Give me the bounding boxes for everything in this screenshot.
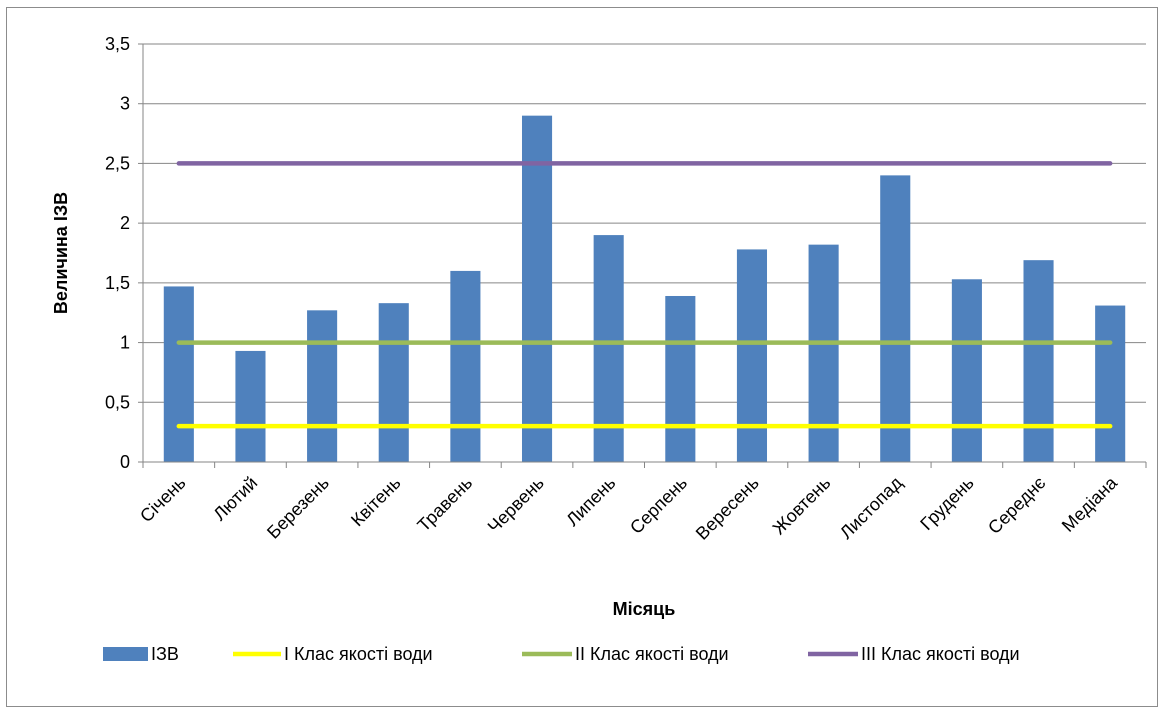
y-axis-title: Величина ІЗВ bbox=[51, 192, 71, 314]
legend-item: І Клас якості води bbox=[233, 644, 433, 664]
x-tick-label: Липень bbox=[562, 473, 619, 530]
x-tick-label: Серпень bbox=[626, 473, 691, 538]
bar bbox=[736, 249, 768, 462]
legend-swatch bbox=[103, 647, 148, 661]
y-tick-label: 3 bbox=[120, 94, 130, 114]
x-tick-label: Грудень bbox=[916, 473, 977, 534]
legend-label: ІІІ Клас якості води bbox=[861, 644, 1020, 664]
bar bbox=[163, 286, 194, 462]
bar-series bbox=[163, 115, 1126, 463]
x-tick-label: Червень bbox=[484, 473, 548, 537]
bar bbox=[665, 295, 696, 462]
grid-lines bbox=[143, 43, 1146, 403]
y-tick-label: 1 bbox=[120, 333, 130, 353]
y-tick-label: 2,5 bbox=[105, 153, 130, 173]
legend-item: ІІ Клас якості води bbox=[522, 644, 729, 664]
legend-item: ІІІ Клас якості води bbox=[808, 644, 1020, 664]
x-tick-label: Листопад bbox=[836, 472, 906, 542]
legend-label: ІІ Клас якості води bbox=[575, 644, 729, 664]
bar bbox=[521, 115, 553, 463]
x-tick-label: Січень bbox=[136, 473, 190, 527]
legend-item: ІЗВ bbox=[103, 644, 179, 664]
y-tick-label: 0 bbox=[120, 452, 130, 472]
x-tick-label: Медіана bbox=[1058, 472, 1122, 536]
y-tick-label: 3,5 bbox=[105, 34, 130, 54]
bar bbox=[951, 279, 982, 462]
y-tick-label: 2 bbox=[120, 213, 130, 233]
bar bbox=[808, 244, 839, 462]
bar bbox=[450, 270, 481, 462]
line-series bbox=[176, 161, 1113, 429]
y-tick-label: 0,5 bbox=[105, 392, 130, 412]
y-axis-ticks: 0 0,5 1 1,5 2 2,5 3 3,5 bbox=[105, 34, 143, 472]
bar bbox=[1023, 260, 1054, 462]
x-tick-label: Березень bbox=[263, 473, 333, 543]
legend-label: ІЗВ bbox=[151, 644, 179, 664]
x-tick-label: Жовтень bbox=[769, 473, 835, 539]
x-tick-label: Лютий bbox=[209, 473, 261, 525]
legend: ІЗВ І Клас якості води ІІ Клас якості води… bbox=[103, 644, 1020, 664]
x-tick-label: Середнє bbox=[984, 473, 1049, 538]
x-tick-label: Квітень bbox=[347, 473, 405, 531]
bar bbox=[307, 310, 338, 462]
x-tick-label: Вересень bbox=[692, 473, 763, 544]
legend-label: І Клас якості води bbox=[284, 644, 433, 664]
bar bbox=[880, 175, 911, 462]
x-axis-ticks: Січень Лютий Березень Квітень Травень Червень… bbox=[136, 462, 1147, 544]
x-axis-title: Місяць bbox=[613, 599, 676, 619]
y-tick-label: 1,5 bbox=[105, 273, 130, 293]
axes bbox=[142, 44, 1146, 463]
bar bbox=[1095, 305, 1126, 462]
bar bbox=[235, 350, 266, 462]
bar bbox=[378, 303, 409, 462]
x-tick-label: Травень bbox=[413, 473, 476, 536]
